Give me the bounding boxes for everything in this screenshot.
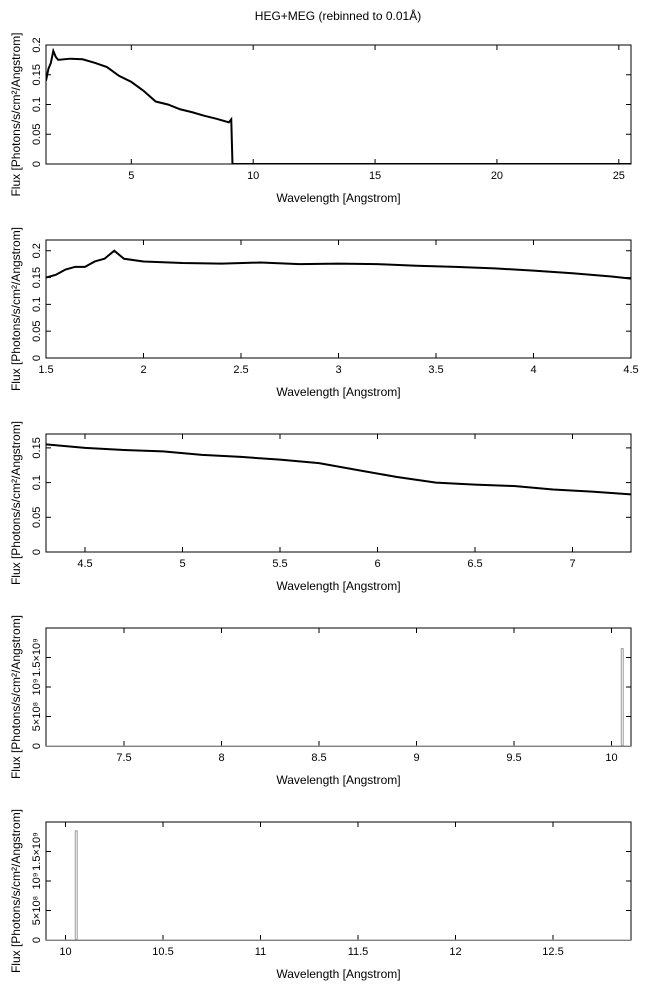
x-axis-label: Wavelength [Angstrom] — [276, 385, 400, 399]
x-tick-label: 11.5 — [348, 946, 369, 958]
data-series-1 — [46, 47, 631, 164]
data-series-1 — [46, 830, 631, 940]
y-tick-label: 0 — [31, 937, 43, 943]
x-tick-label: 7 — [569, 558, 575, 570]
x-tick-label: 1.5 — [38, 364, 53, 376]
x-tick-label: 25 — [613, 170, 625, 182]
x-tick-label: 5.5 — [272, 558, 287, 570]
data-series-1 — [46, 648, 631, 746]
x-tick-label: 8.5 — [311, 752, 326, 764]
x-tick-label: 3.5 — [428, 364, 443, 376]
x-tick-label: 4.5 — [623, 364, 638, 376]
y-tick-label: 0.05 — [31, 507, 43, 528]
y-tick-label: 0.15 — [31, 64, 43, 85]
x-tick-label: 8 — [218, 752, 224, 764]
x-tick-label: 2.5 — [233, 364, 248, 376]
plot-frame — [45, 44, 632, 165]
x-tick-label: 10.5 — [152, 946, 173, 958]
y-tick-label: 10⁹ — [31, 873, 43, 890]
y-tick-label: 0.05 — [31, 320, 43, 341]
plot-frame — [45, 627, 632, 747]
y-axis-label: Flux [Photons/s/cm²/Angstrom] — [9, 615, 23, 779]
y-axis-label: Flux [Photons/s/cm²/Angstrom] — [9, 227, 23, 391]
x-axis-label: Wavelength [Angstrom] — [276, 191, 400, 205]
plot-frame — [45, 821, 632, 941]
x-tick-label: 10 — [247, 170, 259, 182]
x-tick-label: 20 — [491, 170, 503, 182]
y-tick-label: 0.1 — [31, 97, 43, 112]
x-tick-label: 7.5 — [116, 752, 131, 764]
x-tick-label: 10 — [59, 946, 71, 958]
y-tick-label: 0.1 — [31, 475, 43, 490]
x-axis-label: Wavelength [Angstrom] — [276, 773, 400, 787]
x-tick-label: 15 — [369, 170, 381, 182]
x-tick-label: 2 — [140, 364, 146, 376]
y-tick-label: 0.1 — [31, 297, 43, 312]
plot-frame — [45, 239, 632, 359]
panel-2: 1.5 2 2.5 3 3.5 4 4.5 0 0.05 0.1 0.15 0.2 Wavelength… — [9, 227, 639, 399]
x-tick-label: 9.5 — [506, 752, 521, 764]
x-tick-label: 10 — [605, 752, 617, 764]
data-series-1 — [46, 443, 631, 496]
y-tick-label: 0.15 — [31, 267, 43, 288]
panel-1: 5 10 15 20 25 0 0.05 0.1 0.15 0.2 Wavelength [Angs… — [9, 32, 632, 205]
x-tick-label: 6.5 — [467, 558, 482, 570]
y-axis-label: Flux [Photons/s/cm²/Angstrom] — [9, 809, 23, 973]
x-tick-label: 4 — [530, 364, 536, 376]
y-tick-label: 10⁹ — [31, 679, 43, 696]
x-tick-label: 6 — [374, 558, 380, 570]
y-tick-label: 5×10⁸ — [31, 702, 43, 731]
panel-4: 7.5 8 8.5 9 9.5 10 0 5×10⁸ 10⁹ 1.5×10⁹ Wavelength … — [9, 615, 632, 787]
y-tick-label: 0 — [31, 161, 43, 167]
x-axis-label: Wavelength [Angstrom] — [276, 579, 400, 593]
figure-title: HEG+MEG (rebinned to 0.01Å) — [254, 9, 422, 23]
x-tick-label: 4.5 — [77, 558, 92, 570]
y-axis-label: Flux [Photons/s/cm²/Angstrom] — [9, 421, 23, 585]
y-tick-label: 0 — [31, 743, 43, 749]
y-axis-label: Flux [Photons/s/cm²/Angstrom] — [9, 32, 23, 196]
y-tick-label: 0.2 — [31, 37, 43, 52]
y-tick-label: 1.5×10⁹ — [31, 638, 43, 677]
y-tick-label: 0.2 — [31, 243, 43, 258]
y-tick-label: 0.05 — [31, 124, 43, 145]
y-tick-label: 0.15 — [31, 437, 43, 458]
x-tick-label: 5 — [128, 170, 134, 182]
x-tick-label: 12.5 — [542, 946, 563, 958]
panel-5: 10 10.5 11 11.5 12 12.5 0 5×10⁸ 10⁹ 1.5×10⁹ Wavele… — [9, 809, 632, 981]
plot-frame — [45, 433, 632, 553]
y-tick-label: 0 — [31, 549, 43, 555]
y-tick-label: 1.5×10⁹ — [31, 832, 43, 871]
y-tick-label: 5×10⁸ — [31, 896, 43, 925]
x-tick-label: 9 — [413, 752, 419, 764]
x-tick-label: 5 — [179, 558, 185, 570]
x-tick-label: 11 — [255, 946, 266, 958]
data-series-1 — [46, 249, 631, 280]
x-axis-label: Wavelength [Angstrom] — [276, 967, 400, 981]
x-tick-label: 3 — [335, 364, 341, 376]
y-tick-label: 0 — [31, 355, 43, 361]
panel-3: 4.5 5 5.5 6 6.5 7 0 0.05 0.1 0.15 Wavelength [Angs… — [9, 421, 632, 593]
x-tick-label: 12 — [449, 946, 461, 958]
